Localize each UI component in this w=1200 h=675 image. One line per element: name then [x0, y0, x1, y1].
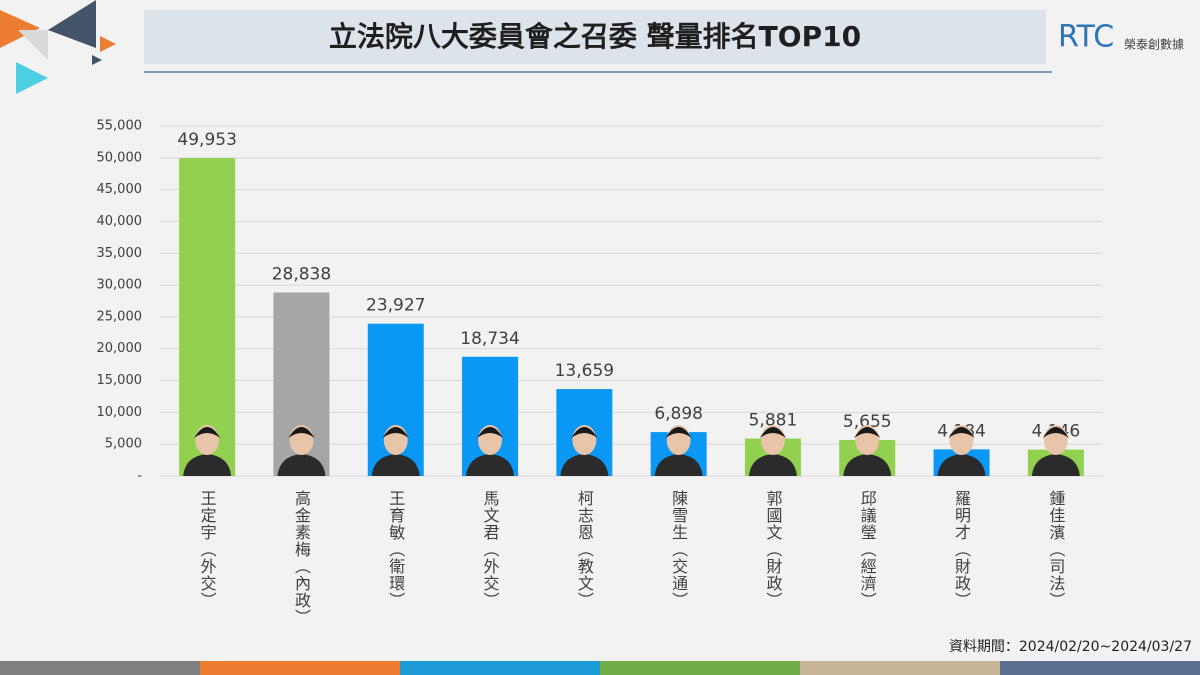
x-tick-label: 王定宇（外交） [198, 490, 217, 609]
footnote: 資料期間：2024/02/20~2024/03/27 [949, 639, 1192, 655]
value-label: 5,655 [843, 412, 892, 432]
portrait [183, 425, 232, 476]
y-tick-label: 10,000 [97, 405, 143, 420]
y-tick-label: 30,000 [97, 278, 143, 293]
brand-name: 榮泰創數據 [1124, 38, 1184, 52]
portrait-body [371, 454, 420, 476]
portrait [654, 425, 703, 476]
footer-strip [0, 661, 1200, 675]
portrait [937, 425, 986, 476]
y-tick-label: 25,000 [97, 309, 143, 324]
brand-logo: RTC [1058, 20, 1114, 55]
portrait [277, 425, 326, 476]
y-tick-label: 5,000 [105, 437, 142, 452]
portrait-hair [665, 427, 692, 438]
portrait-hair [854, 427, 881, 438]
value-label: 6,898 [654, 404, 703, 424]
decoration [0, 0, 116, 94]
x-tick-label: 王育敏（衛環） [386, 490, 405, 609]
value-label: 13,659 [555, 361, 614, 381]
x-tick-label: 高金素梅（內政） [292, 490, 311, 626]
x-tick-label: 柯志恩（教文） [575, 490, 594, 609]
portrait-hair [477, 427, 504, 438]
portrait-body [560, 454, 609, 476]
value-label: 18,734 [460, 329, 519, 349]
portrait-hair [1042, 427, 1069, 438]
portrait [560, 425, 609, 476]
portrait-body [748, 454, 797, 476]
portrait-body [654, 454, 703, 476]
value-label: 49,953 [177, 130, 236, 150]
y-tick-label: 40,000 [97, 214, 143, 229]
x-tick-label: 馬文君（外交） [481, 490, 500, 609]
y-tick-label: 35,000 [97, 246, 143, 261]
portrait-body [937, 454, 986, 476]
portrait-body [277, 454, 326, 476]
y-tick-label: 45,000 [97, 182, 143, 197]
portrait [748, 425, 797, 476]
x-tick-label: 陳雪生（交通） [669, 490, 688, 609]
value-label: 5,881 [749, 411, 798, 431]
value-label: 23,927 [366, 296, 425, 316]
bar [179, 158, 236, 476]
value-label: 28,838 [272, 264, 331, 284]
portrait-hair [382, 427, 409, 438]
portrait-body [843, 454, 892, 476]
portrait-hair [288, 427, 315, 438]
portrait-hair [194, 427, 221, 438]
x-tick-label: 邱議瑩（經濟） [858, 490, 877, 609]
portrait-hair [948, 427, 975, 438]
y-tick-label: 55,000 [97, 119, 143, 134]
x-tick-label: 鍾佳濱（司法） [1046, 490, 1065, 609]
portrait-body [1031, 454, 1080, 476]
y-tick-label: 20,000 [97, 341, 143, 356]
portrait [466, 425, 515, 476]
portrait [371, 425, 420, 476]
portrait-hair [571, 427, 598, 438]
portrait-hair [759, 427, 786, 438]
portrait [843, 425, 892, 476]
portrait [1031, 425, 1080, 476]
portrait-body [183, 454, 232, 476]
y-tick-label: 15,000 [97, 373, 143, 388]
portrait-body [466, 454, 515, 476]
x-tick-label: 羅明才（財政） [952, 490, 971, 609]
title-box [144, 10, 1046, 64]
chart-title: 立法院八大委員會之召委 聲量排名TOP10 [329, 20, 861, 53]
y-tick-label: - [137, 469, 142, 484]
y-tick-label: 50,000 [97, 150, 143, 165]
x-tick-label: 郭國文（財政） [763, 490, 782, 609]
